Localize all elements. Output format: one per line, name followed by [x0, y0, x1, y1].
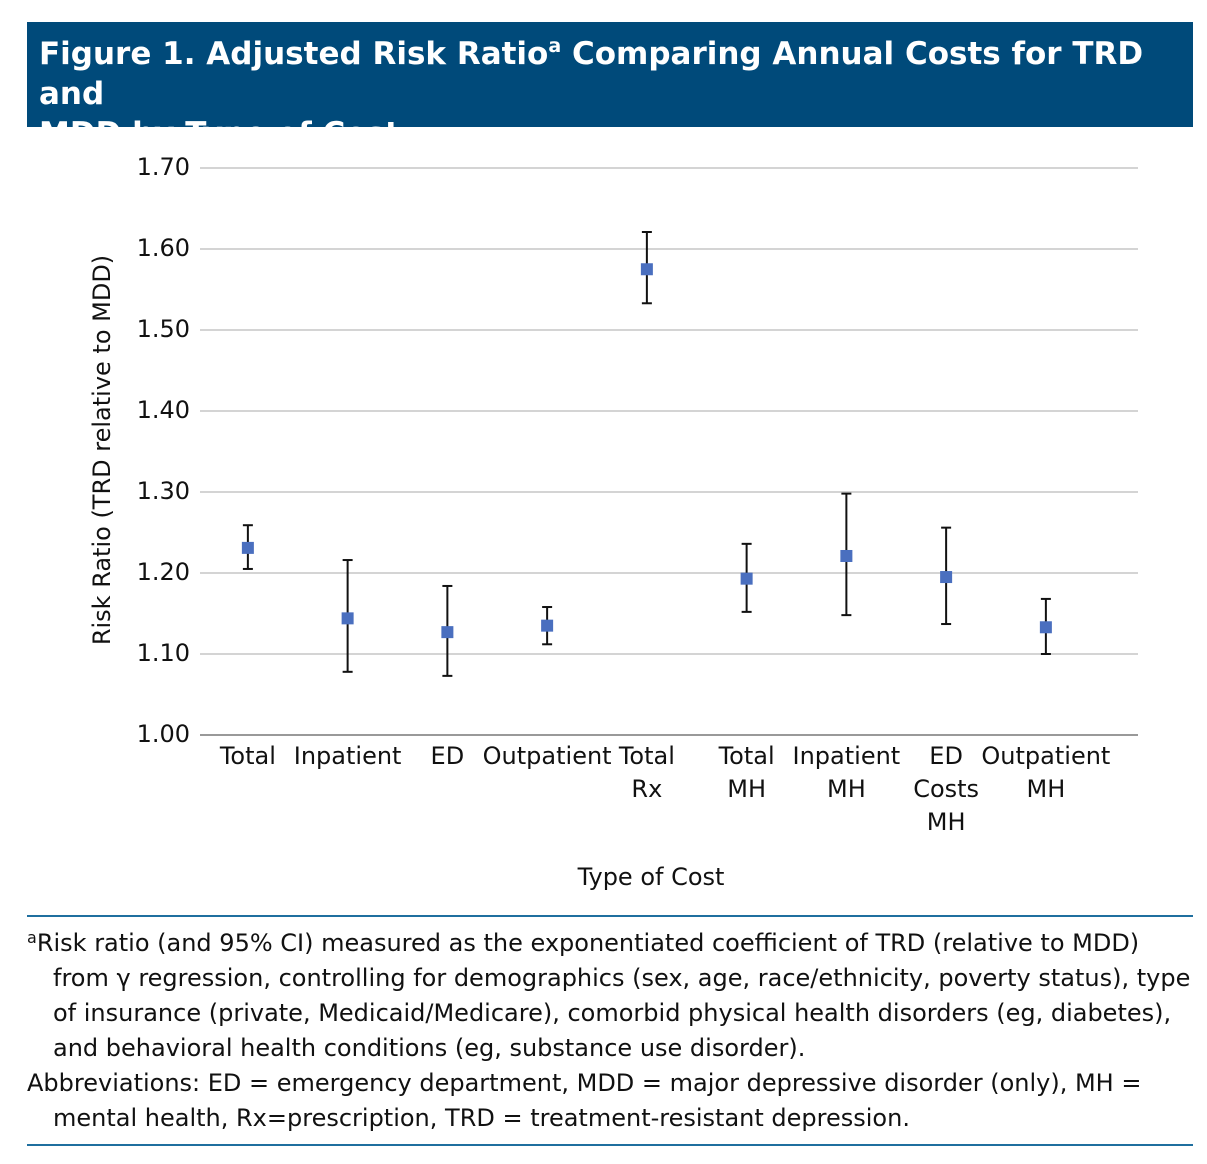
footnote: aRisk ratio (and 95% CI) measured as the… — [27, 926, 1193, 1066]
footnote-marker: a — [27, 928, 37, 947]
point — [1039, 621, 1052, 634]
rule — [27, 915, 1193, 917]
x-tick-label: Costs — [913, 775, 979, 803]
footnotes: aRisk ratio (and 95% CI) measured as the… — [27, 926, 1193, 1136]
y-tick-label: 1.50 — [137, 315, 190, 343]
x-tick-label: Total — [718, 742, 775, 770]
point — [840, 549, 853, 562]
x-tick-label: MH — [727, 775, 766, 803]
abbreviations: Abbreviations: ED = emergency department… — [27, 1069, 1142, 1132]
y-tick-label: 1.40 — [137, 396, 190, 424]
point — [940, 571, 953, 584]
y-tick-label: 1.70 — [137, 153, 190, 181]
y-tick-label: 1.30 — [137, 477, 190, 505]
x-tick-label: Outpatient — [981, 742, 1110, 770]
y-axis-title: Risk Ratio (TRD relative to MDD) — [88, 255, 116, 645]
x-axis-title: Type of Cost — [577, 863, 725, 891]
x-tick-label: MH — [1026, 775, 1065, 803]
y-tick-label: 1.00 — [137, 720, 190, 748]
title: Comparing Annual Costs for TRD and — [39, 36, 1144, 112]
x-tick-label: Total — [618, 742, 675, 770]
x-tick-label: Total — [219, 742, 276, 770]
point — [541, 619, 554, 632]
footnote-text: Risk ratio (and 95% CI) measured as the … — [36, 929, 1191, 1062]
x-tick-label: ED — [929, 742, 963, 770]
x-tick-label: Inpatient — [294, 742, 402, 770]
title-superscript: a — [548, 35, 562, 57]
title-bar: Figure 1. Adjusted Risk Ratioa Comparing… — [27, 22, 1193, 152]
point — [241, 541, 254, 554]
point — [441, 626, 454, 639]
point — [740, 572, 753, 585]
chart: Risk Ratio (TRD relative to MDD) Type of… — [88, 153, 1138, 891]
title: Figure 1. Adjusted Risk Ratio — [39, 36, 549, 72]
title: MDD by Type of Cost — [39, 116, 400, 152]
y-tick-label: 1.10 — [137, 639, 190, 667]
y-tick-label: 1.20 — [137, 558, 190, 586]
x-tick-label: MH — [827, 775, 866, 803]
x-tick-label: Rx — [631, 775, 662, 803]
rule — [27, 1144, 1193, 1146]
y-tick-label: 1.60 — [137, 234, 190, 262]
x-tick-label: ED — [431, 742, 465, 770]
point — [640, 263, 653, 276]
x-tick-label: Outpatient — [483, 742, 612, 770]
x-tick-label: Inpatient — [793, 742, 901, 770]
x-tick-label: MH — [927, 808, 966, 836]
point — [341, 612, 354, 625]
